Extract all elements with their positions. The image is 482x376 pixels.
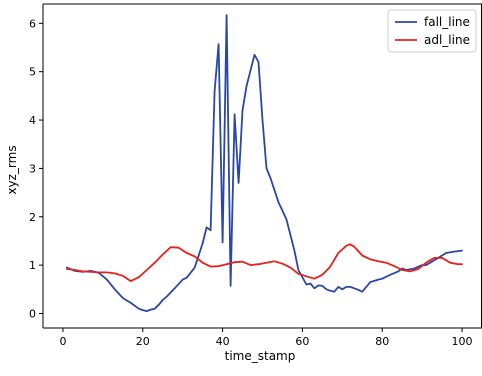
x-tick-label: 80 <box>375 335 389 348</box>
x-tick-label: 20 <box>136 335 150 348</box>
y-tick-label: 3 <box>29 162 36 175</box>
y-axis-label: xyz_rms <box>5 145 19 194</box>
legend: fall_line adl_line <box>387 9 477 53</box>
legend-box <box>387 9 477 53</box>
y-tick-label: 4 <box>29 114 36 127</box>
x-tick-label: 100 <box>452 335 473 348</box>
y-tick-label: 6 <box>29 17 36 30</box>
y-tick-label: 0 <box>29 307 36 320</box>
adl_line-series <box>66 243 463 283</box>
x-tick-label: 40 <box>216 335 230 348</box>
adl_line-legend-label: adl_line <box>424 33 470 47</box>
y-tick-label: 1 <box>29 259 36 272</box>
x-tick-label: 60 <box>295 335 309 348</box>
fall_line-legend-label: fall_line <box>424 15 470 29</box>
fall_line-series <box>66 14 463 313</box>
x-axis-label: time_stamp <box>225 349 296 363</box>
x-tick-label: 0 <box>59 335 66 348</box>
y-tick-label: 2 <box>29 211 36 224</box>
y-tick-label: 5 <box>29 66 36 79</box>
